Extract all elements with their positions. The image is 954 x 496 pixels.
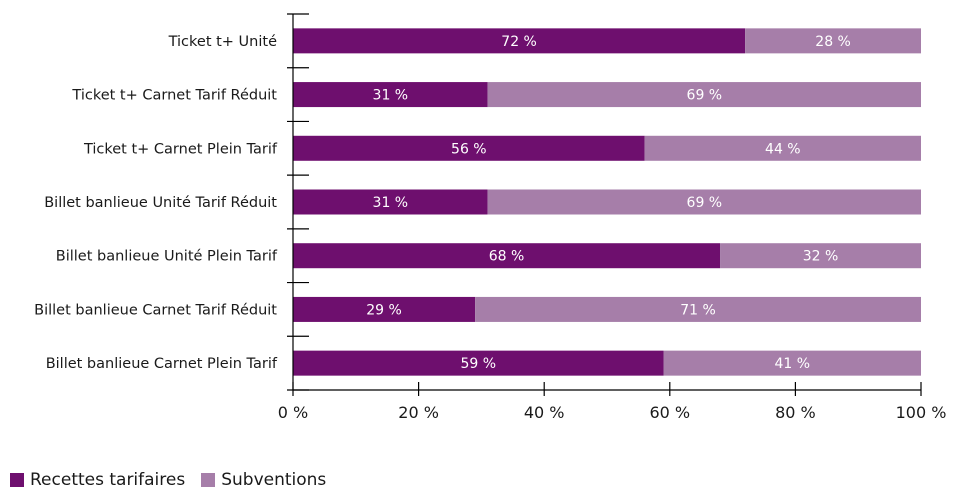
- bar-recettes-1: [293, 82, 488, 108]
- bar-value-label: 71 %: [680, 302, 716, 318]
- x-tick-label: 100 %: [896, 403, 947, 422]
- x-tick-label: 40 %: [524, 403, 565, 422]
- bar-value-label: 69 %: [687, 195, 723, 211]
- bar-recettes-5: [293, 296, 476, 322]
- bar-value-label: 56 %: [451, 141, 487, 157]
- bar-recettes-2: [293, 135, 645, 161]
- category-label: Billet banlieue Unité Tarif Réduit: [44, 195, 277, 211]
- category-label: Ticket t+ Unité: [168, 34, 277, 50]
- x-tick-label: 80 %: [775, 403, 816, 422]
- bar-subventions-2: [644, 135, 921, 161]
- category-label: Ticket t+ Carnet Tarif Réduit: [71, 88, 277, 104]
- bar-subventions-5: [475, 296, 921, 322]
- x-tick-label: 0 %: [278, 403, 308, 422]
- category-label: Billet banlieue Carnet Tarif Réduit: [34, 302, 277, 318]
- legend-item-recettes: Recettes tarifaires: [10, 470, 185, 490]
- bar-value-label: 44 %: [765, 141, 801, 157]
- legend-label-recettes: Recettes tarifaires: [30, 470, 186, 490]
- legend-swatch-recettes: [10, 473, 24, 487]
- category-label: Ticket t+ Carnet Plein Tarif: [83, 141, 278, 157]
- bar-subventions-6: [663, 350, 921, 376]
- bar-value-label: 69 %: [687, 88, 723, 104]
- legend: Recettes tarifaires Subventions: [10, 470, 342, 490]
- legend-swatch-subventions: [201, 473, 216, 487]
- x-tick-label: 20 %: [398, 403, 439, 422]
- bar-value-label: 59 %: [460, 356, 496, 372]
- legend-label-subventions: Subventions: [221, 470, 327, 490]
- category-label: Billet banlieue Unité Plein Tarif: [56, 249, 278, 265]
- x-tick-label: 60 %: [649, 403, 690, 422]
- bar-subventions-3: [487, 189, 921, 215]
- bar-value-label: 41 %: [774, 356, 810, 372]
- bar-subventions-4: [720, 243, 921, 269]
- bar-subventions-0: [745, 28, 921, 54]
- bar-value-label: 72 %: [501, 34, 537, 50]
- bar-recettes-3: [293, 189, 488, 215]
- bar-value-label: 32 %: [803, 249, 839, 265]
- bar-recettes-0: [293, 28, 746, 54]
- bar-value-label: 68 %: [489, 249, 525, 265]
- bar-value-label: 29 %: [366, 302, 402, 318]
- bar-recettes-4: [293, 243, 721, 269]
- bar-value-label: 31 %: [373, 195, 409, 211]
- bar-subventions-1: [487, 82, 921, 108]
- category-label: Billet banlieue Carnet Plein Tarif: [46, 356, 278, 372]
- bar-value-label: 31 %: [373, 88, 409, 104]
- bar-recettes-6: [293, 350, 664, 376]
- legend-item-subventions: Subventions: [201, 470, 326, 490]
- bar-value-label: 28 %: [815, 34, 851, 50]
